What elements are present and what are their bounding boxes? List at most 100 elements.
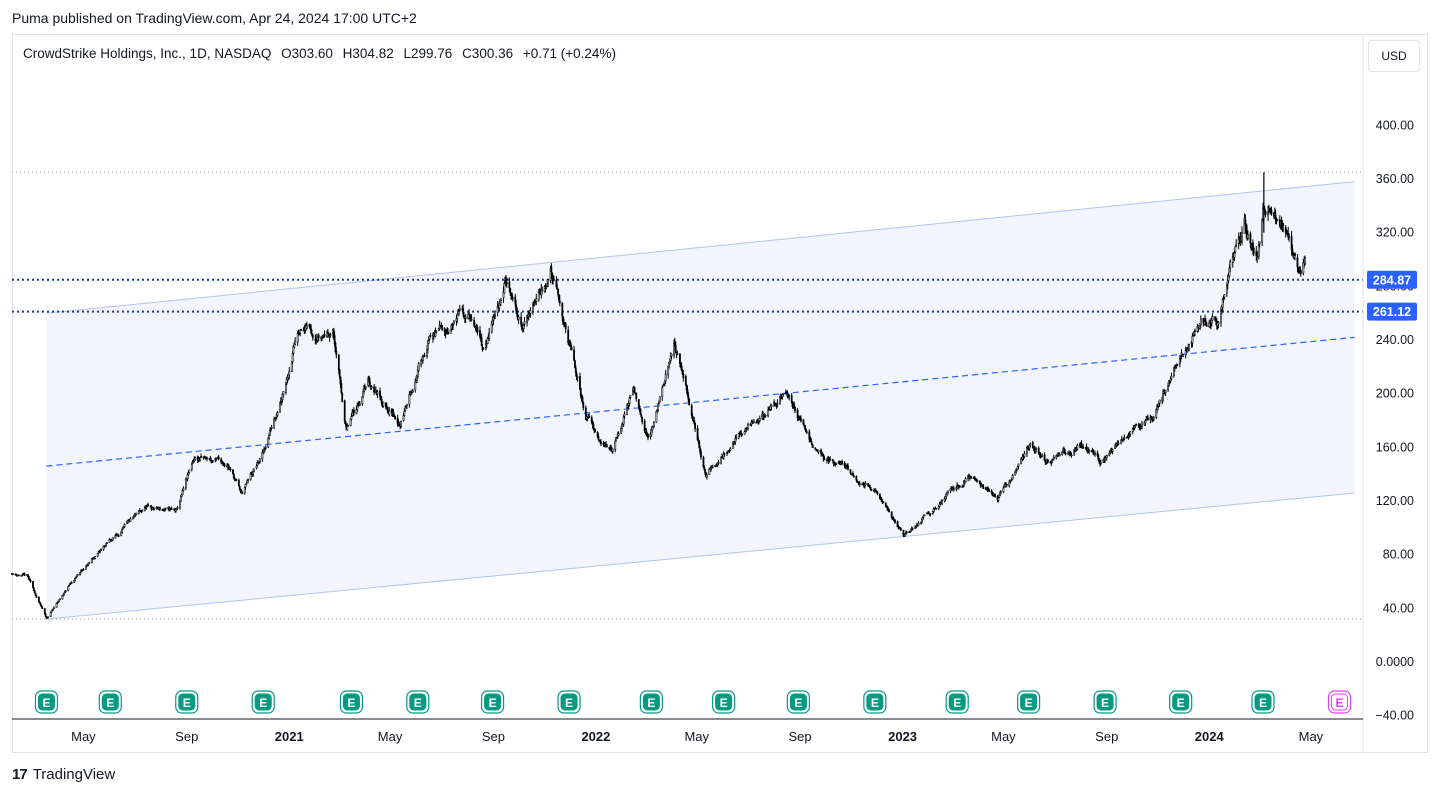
- candle: [952, 486, 955, 492]
- symbol-name[interactable]: CrowdStrike Holdings, Inc., 1D, NASDAQ: [23, 46, 272, 61]
- earnings-marker: E: [406, 690, 430, 714]
- candle: [1257, 241, 1260, 260]
- time-axis[interactable]: May Sep 2021 May Sep 2022 May Sep 2023 May Sep 2024…: [71, 729, 1324, 744]
- candle: [817, 449, 820, 455]
- symbol-legend[interactable]: CrowdStrike Holdings, Inc., 1D, NASDAQ O…: [23, 46, 622, 61]
- candle: [997, 497, 1000, 503]
- candle: [294, 337, 297, 346]
- candle: [188, 469, 191, 474]
- candle: [900, 527, 902, 531]
- candle: [1217, 321, 1220, 329]
- x-tick-label: 2023: [888, 729, 917, 744]
- candle: [935, 507, 938, 510]
- y-tick-label: 240.00: [1376, 333, 1414, 347]
- parallel-channel[interactable]: [45, 181, 1355, 620]
- candle: [96, 553, 99, 558]
- candle: [482, 346, 485, 350]
- price-tag-label: 284.87: [1373, 273, 1411, 287]
- candle: [674, 341, 677, 354]
- x-tick-label: 2022: [581, 729, 610, 744]
- price-tags: 284.87 261.12: [1367, 270, 1417, 321]
- candle: [823, 456, 826, 461]
- candle: [217, 455, 220, 461]
- candle: [597, 433, 600, 441]
- candle: [553, 275, 555, 282]
- candle: [284, 381, 287, 395]
- candle: [405, 403, 408, 410]
- candle: [317, 333, 320, 342]
- candle: [1023, 450, 1026, 459]
- candle: [329, 332, 332, 338]
- candle: [247, 478, 249, 484]
- candle: [623, 411, 626, 419]
- candle: [373, 383, 376, 396]
- candle: [1211, 313, 1214, 321]
- price-axis[interactable]: −40.00 0.0000 40.00 80.00 120.00 160.00 200.00…: [1375, 118, 1414, 722]
- horizontal-levels[interactable]: [12, 171, 1363, 620]
- candle: [243, 486, 246, 495]
- y-tick-label: 160.00: [1376, 440, 1414, 454]
- candle: [1129, 431, 1132, 437]
- candle: [658, 396, 661, 403]
- candle: [810, 437, 812, 443]
- candle: [1233, 250, 1236, 261]
- candle: [686, 385, 689, 397]
- candle: [976, 478, 979, 483]
- candle: [680, 362, 683, 372]
- candle: [300, 328, 302, 331]
- candle: [1105, 454, 1108, 461]
- candle: [788, 394, 791, 401]
- candle: [206, 456, 208, 462]
- candle: [1152, 415, 1155, 421]
- candle: [905, 530, 908, 534]
- candle: [982, 484, 985, 490]
- earnings-label: E: [183, 696, 191, 710]
- candle: [521, 322, 523, 331]
- candle: [1041, 453, 1043, 458]
- earnings-label: E: [347, 696, 355, 710]
- tradingview-brand[interactable]: 17 TradingView: [12, 766, 115, 783]
- candle: [1070, 452, 1073, 458]
- candle: [164, 507, 167, 511]
- candle: [158, 506, 161, 512]
- candle: [223, 462, 226, 468]
- candle: [770, 404, 773, 411]
- candle: [829, 456, 832, 461]
- candle: [435, 330, 438, 334]
- tradingview-logo-icon: 17: [12, 766, 28, 783]
- candle: [88, 561, 91, 564]
- candle: [1117, 440, 1120, 446]
- x-tick-label: May: [71, 729, 96, 744]
- candle: [1191, 333, 1194, 348]
- candle: [694, 421, 696, 433]
- candle: [134, 514, 137, 517]
- publisher-line: Puma published on TradingView.com, Apr 2…: [12, 10, 417, 26]
- candle: [570, 345, 573, 351]
- candle: [311, 333, 314, 341]
- candle: [282, 390, 285, 398]
- earnings-label: E: [1259, 696, 1267, 710]
- candle: [476, 324, 479, 336]
- channel-upper-line: [46, 181, 1355, 314]
- currency-button[interactable]: USD: [1368, 40, 1420, 72]
- candle: [655, 410, 658, 423]
- candle: [617, 431, 620, 437]
- earnings-label: E: [953, 696, 961, 710]
- candle: [229, 467, 232, 472]
- candle: [364, 386, 367, 391]
- candle: [852, 471, 854, 477]
- change-value: +0.71 (+0.24%): [522, 46, 616, 61]
- y-tick-label: 120.00: [1376, 494, 1414, 508]
- earnings-label: E: [489, 696, 497, 710]
- candle: [811, 444, 814, 449]
- candle: [729, 446, 732, 451]
- candle: [1291, 244, 1294, 256]
- candle: [1011, 473, 1014, 480]
- candle: [211, 460, 214, 464]
- candle: [700, 448, 702, 460]
- candle: [35, 594, 38, 599]
- candle: [1288, 233, 1290, 242]
- earnings-marker: E: [557, 690, 581, 714]
